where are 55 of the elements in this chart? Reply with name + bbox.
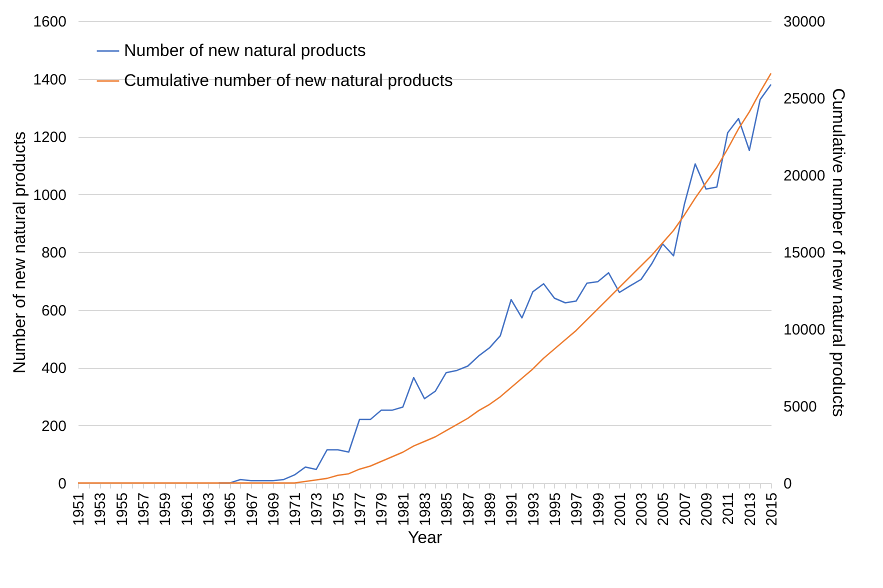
x-tick-label: 1981 [395,492,412,526]
x-tick-label: 1955 [114,492,131,526]
y-tick-label: 200 [41,418,66,435]
x-tick-label: 1995 [546,492,564,526]
x-tick-label: 1991 [504,492,521,526]
x-tick-label: 1999 [590,492,608,526]
x-tick-label: 1959 [157,492,174,526]
y2-tick-label: 30000 [784,14,826,30]
y-axis-title: Number of new natural products [10,132,30,374]
y-tick-label: 0 [58,476,66,492]
y-tick-label: 1600 [33,14,66,30]
y-tick-label: 400 [41,360,66,377]
x-tick-label: 1983 [417,492,434,526]
x-tick-label: 1989 [482,492,499,526]
x-tick-label: 1971 [287,492,304,526]
y2-axis-title: Cumulative number of new natural products [829,88,848,417]
x-tick-label: 2007 [676,492,694,526]
x-tick-label: 1979 [374,492,391,526]
y-tick-label: 1400 [33,71,66,88]
x-tick-label: 1993 [525,492,542,526]
x-tick-label: 1961 [178,492,196,526]
x-tick-label: 1973 [308,492,326,526]
x-tick-label: 1969 [265,492,282,526]
y2-tick-label: 25000 [784,90,826,108]
x-tick-label: 2003 [634,492,651,526]
x-axis-title: Year [408,528,443,547]
x-tick-label: 1951 [70,492,88,526]
x-tick-label: 1985 [438,492,456,526]
legend-label: Number of new natural products [124,41,366,60]
y-tick-label: 1200 [33,129,66,146]
y-tick-label: 1000 [33,186,66,204]
y2-tick-label: 10000 [784,322,826,338]
x-tick-label: 1953 [92,492,110,526]
x-tick-label: 1957 [135,492,152,526]
y2-tick-label: 15000 [784,244,826,262]
y-tick-label: 600 [41,302,66,320]
x-tick-label: 2013 [742,492,759,526]
x-tick-label: 1965 [222,492,240,526]
x-tick-label: 1963 [200,492,218,526]
x-tick-label: 1987 [460,492,478,526]
y2-tick-label: 0 [784,476,792,492]
x-tick-label: 1977 [352,492,370,526]
line-series [77,72,772,484]
y-tick-label: 800 [41,244,66,262]
x-tick-label: 2011 [720,492,738,525]
y2-tick-label: 20000 [784,168,826,184]
x-tick-label: 2009 [698,492,716,526]
x-tick-label: 1997 [568,492,586,526]
x-tick-label: 2015 [764,492,780,526]
x-tick-label: 2005 [655,492,672,526]
legend-label: Cumulative number of new natural products [124,71,453,90]
x-tick-label: 1975 [330,492,348,526]
y2-tick-label: 5000 [784,398,817,416]
x-tick-label: 2001 [612,492,629,526]
x-tick-label: 1967 [244,492,261,526]
